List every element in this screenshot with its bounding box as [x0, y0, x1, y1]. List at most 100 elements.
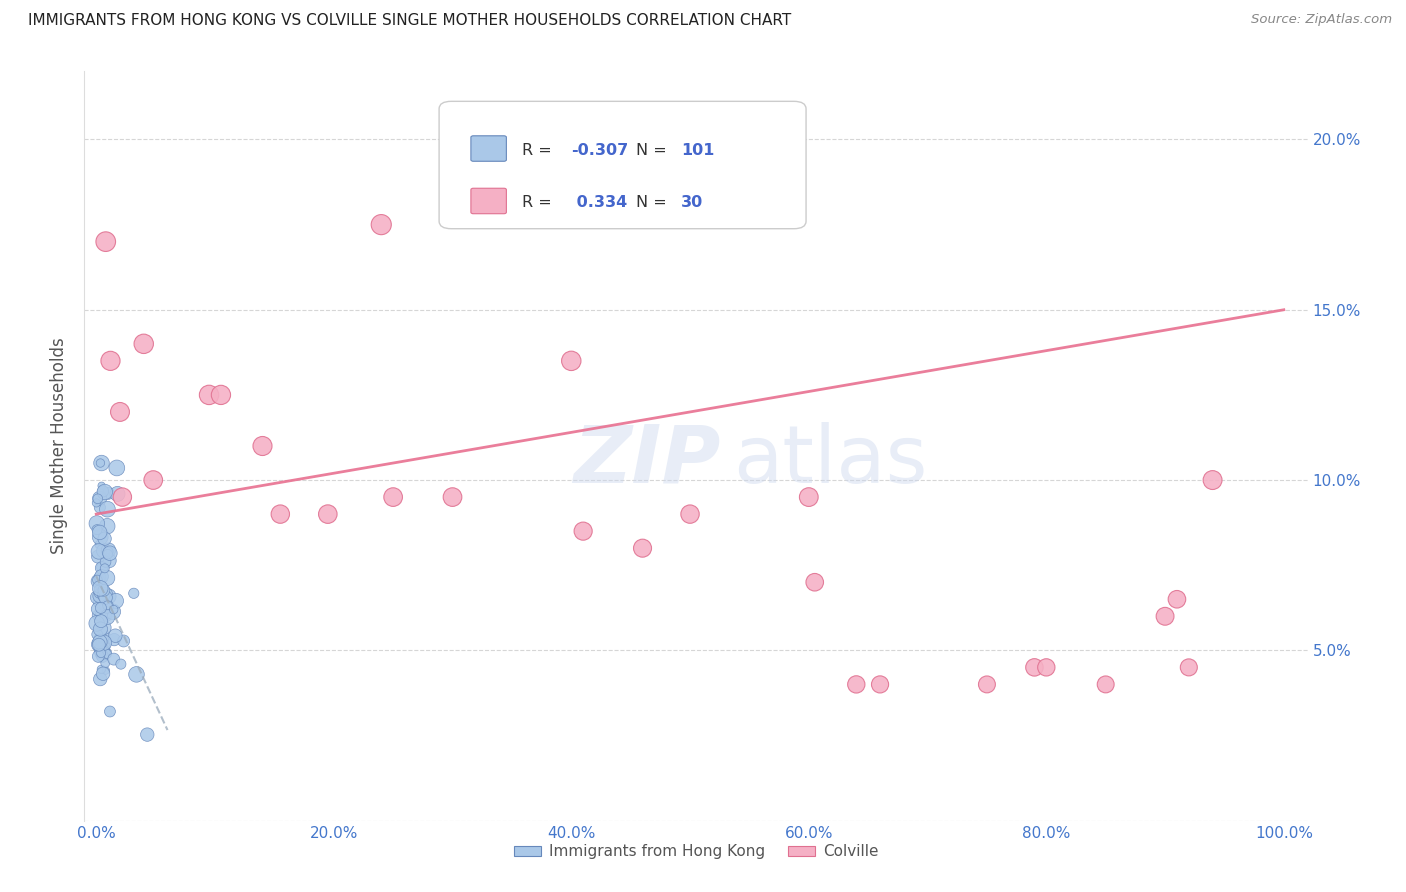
Point [94, 588, 117, 602]
Y-axis label: Single Mother Households: Single Mother Households [51, 338, 69, 554]
Point [107, 487, 129, 501]
Point [89, 582, 111, 596]
Point [94, 561, 117, 575]
Point [560, 354, 582, 368]
Point [316, 507, 339, 521]
Point [125, 667, 148, 681]
Point [96, 519, 118, 533]
Point [96, 502, 118, 516]
Point [93, 606, 115, 620]
Point [96, 571, 118, 585]
Point [100, 354, 122, 368]
Point [87, 549, 110, 564]
Point [94, 485, 117, 500]
Point [104, 629, 127, 643]
FancyBboxPatch shape [439, 102, 806, 228]
Point [89, 530, 111, 544]
Point [111, 490, 134, 504]
Point [90, 643, 112, 657]
Text: R =: R = [522, 195, 557, 210]
Text: atlas: atlas [734, 422, 928, 500]
Point [91, 642, 114, 657]
Point [91, 607, 114, 622]
Point [1094, 677, 1116, 691]
Point [91, 666, 114, 681]
Point [93, 621, 115, 635]
Point [90, 479, 112, 493]
Text: N =: N = [636, 143, 672, 158]
Point [96, 610, 118, 624]
Point [96, 599, 118, 614]
Point [86, 573, 108, 587]
Point [1166, 592, 1188, 607]
Point [87, 582, 110, 596]
Point [103, 602, 125, 616]
Point [803, 575, 825, 590]
Point [136, 728, 159, 742]
Point [94, 235, 117, 249]
Point [93, 532, 115, 546]
Point [94, 664, 117, 678]
Point [90, 633, 112, 648]
Point [90, 662, 112, 676]
Point [97, 547, 120, 561]
Point [89, 595, 111, 609]
Point [103, 632, 125, 647]
Point [90, 614, 112, 628]
Point [91, 629, 114, 643]
Point [87, 602, 110, 616]
Point [87, 649, 110, 664]
Point [105, 461, 128, 475]
Point [96, 647, 118, 661]
Point [572, 524, 595, 538]
Point [86, 608, 108, 623]
Point [86, 516, 108, 531]
Point [89, 672, 111, 686]
Point [98, 546, 121, 560]
Text: 101: 101 [682, 143, 714, 158]
Text: ZIP: ZIP [574, 422, 721, 500]
Point [90, 561, 112, 575]
Point [87, 620, 110, 634]
Point [87, 637, 110, 651]
Point [1154, 609, 1177, 624]
Point [91, 649, 114, 664]
Point [89, 537, 111, 551]
Text: 30: 30 [682, 195, 703, 210]
Point [86, 591, 108, 605]
Text: 0.334: 0.334 [571, 195, 627, 210]
Point [132, 336, 155, 351]
Point [1201, 473, 1223, 487]
Point [93, 590, 115, 604]
Point [209, 388, 232, 402]
Point [89, 525, 111, 540]
Point [89, 456, 111, 470]
Point [97, 553, 120, 567]
Point [87, 586, 110, 600]
Point [90, 590, 112, 604]
Point [89, 570, 111, 584]
Point [90, 608, 112, 623]
Point [1035, 660, 1057, 674]
Point [94, 609, 117, 624]
Point [97, 544, 120, 558]
Text: N =: N = [636, 195, 672, 210]
FancyBboxPatch shape [471, 136, 506, 161]
Point [94, 656, 117, 670]
Point [94, 591, 117, 605]
Point [89, 622, 111, 636]
Point [1024, 660, 1046, 674]
Point [90, 600, 112, 615]
Text: IMMIGRANTS FROM HONG KONG VS COLVILLE SINGLE MOTHER HOUSEHOLDS CORRELATION CHART: IMMIGRANTS FROM HONG KONG VS COLVILLE SI… [28, 13, 792, 29]
Point [105, 594, 128, 608]
Point [89, 646, 111, 660]
Point [87, 491, 110, 506]
Point [382, 490, 405, 504]
Point [87, 544, 110, 558]
Point [90, 646, 112, 660]
Point [252, 439, 274, 453]
Point [103, 652, 125, 666]
Point [89, 589, 111, 603]
Point [91, 560, 114, 574]
Point [93, 544, 115, 558]
